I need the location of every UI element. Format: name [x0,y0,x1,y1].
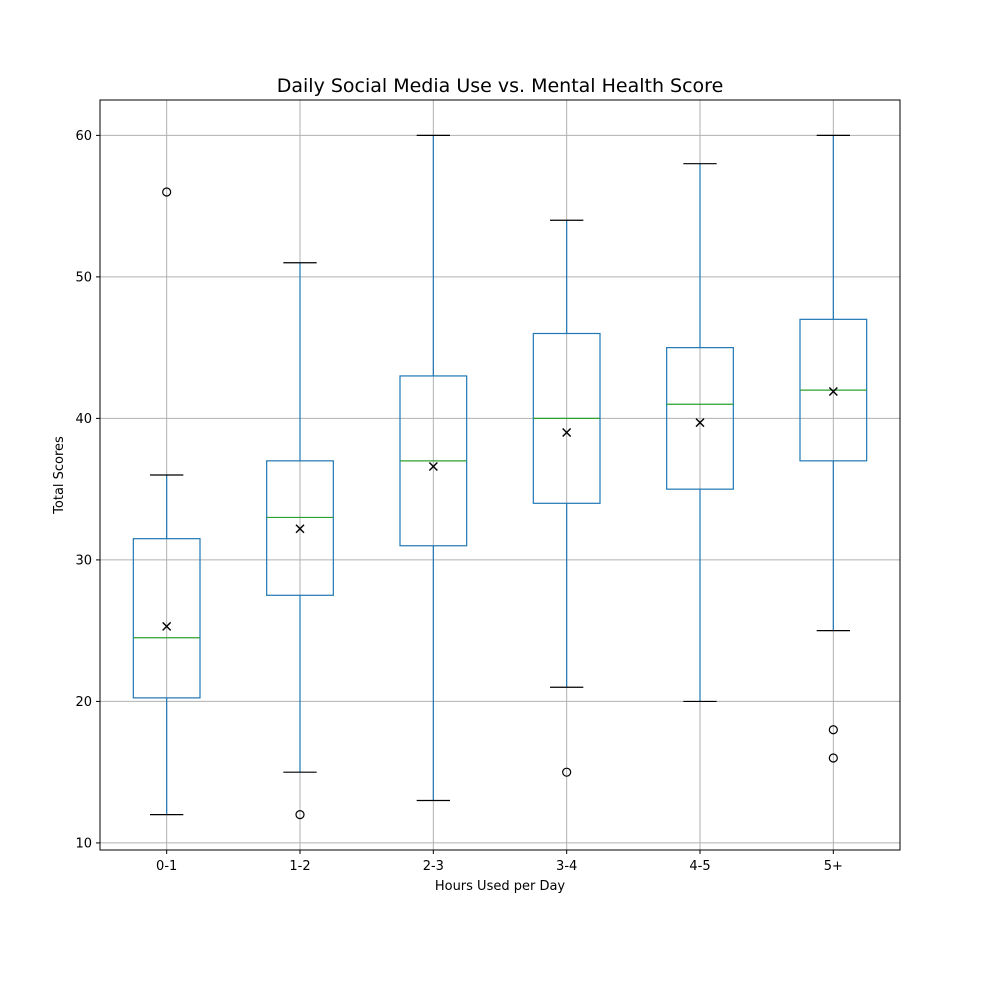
y-tick-label: 10 [75,836,92,851]
outlier-point [295,810,305,820]
y-tick-label: 60 [75,129,92,144]
x-axis-label: Hours Used per Day [435,879,566,894]
outlier-point [562,767,572,777]
iqr-box [132,538,201,699]
box-layer [132,134,868,820]
mean-marker [562,428,572,438]
tick-layer: 10 20 30 40 50 60 0-1 1-2 2-3 3-4 4-5 5+ [75,129,842,874]
y-tick-label: 40 [75,412,92,427]
outlier-point [828,753,838,763]
mean-marker [695,418,705,428]
mean-marker [828,387,838,397]
x-tick-label: 1-2 [289,859,310,874]
x-tick-label: 4-5 [689,859,710,874]
mean-marker [428,462,438,472]
iqr-box [666,347,734,490]
x-tick-label: 0-1 [156,859,177,874]
chart-title: Daily Social Media Use vs. Mental Health… [277,75,724,97]
outlier-point [828,725,838,735]
outlier-point [162,187,172,197]
x-tick-label: 2-3 [423,859,444,874]
y-tick-label: 20 [75,695,92,710]
plot-frame [99,99,901,851]
x-tick-label: 5+ [824,859,843,874]
iqr-box [266,460,334,596]
y-tick-label: 30 [75,553,92,568]
mean-marker [162,621,172,631]
y-axis-label: Total Scores [52,436,67,515]
grid-layer [100,100,900,850]
mean-marker [295,524,305,534]
x-tick-label: 3-4 [556,859,577,874]
y-tick-label: 50 [75,270,92,285]
